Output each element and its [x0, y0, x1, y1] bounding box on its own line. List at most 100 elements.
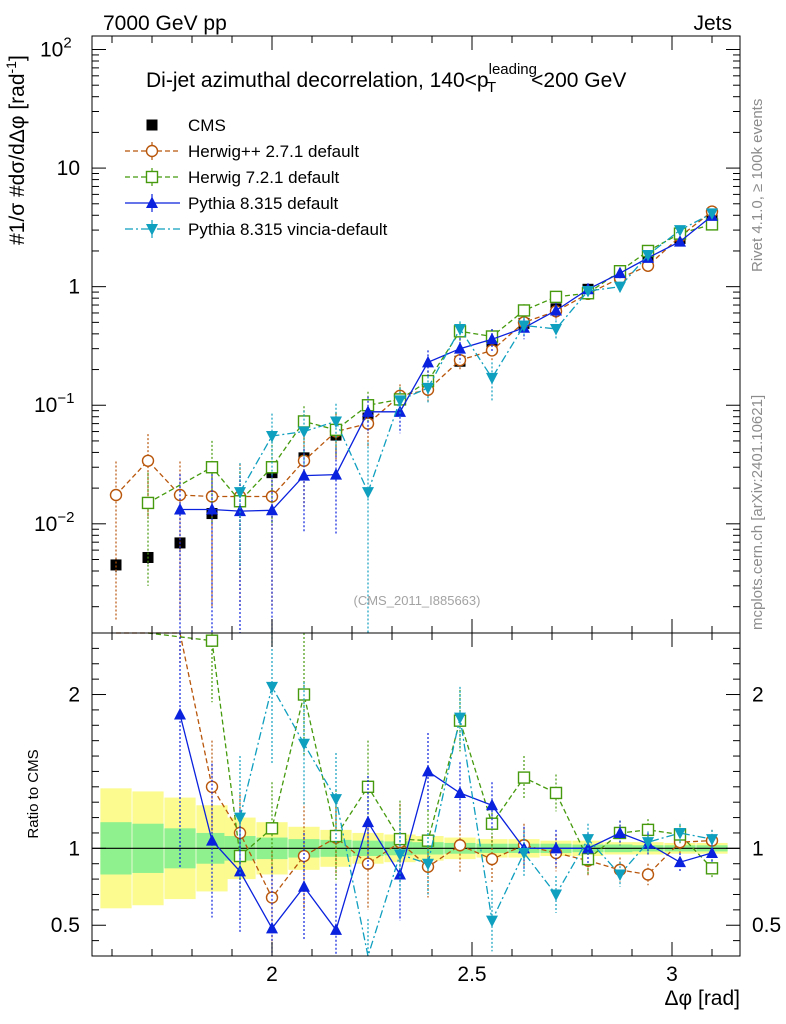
data-point: [614, 266, 626, 279]
lower-series-layer: [116, 632, 719, 959]
rivet-version-label: Rivet 4.1.0, ≥ 100k events: [749, 99, 766, 272]
x-tick-label: 2: [266, 963, 278, 986]
y-tick-label: 10−1: [34, 390, 74, 417]
data-point: [298, 426, 310, 439]
data-point: [110, 559, 122, 571]
ratio-y-tick-label-right: 0.5: [752, 914, 781, 937]
ratio-y-tick-label: 1: [68, 837, 80, 860]
ratio-point: [705, 862, 719, 875]
header-left: 7000 GeV pp: [103, 12, 227, 35]
legend-marker: [146, 196, 158, 208]
ratio-point: [206, 834, 218, 846]
ratio-point: [517, 771, 531, 784]
data-point: [453, 353, 467, 367]
y-tick-label: 1: [68, 276, 80, 299]
data-point: [205, 490, 219, 503]
data-point: [486, 332, 498, 345]
ratio-point: [485, 852, 499, 866]
ratio-point: [674, 855, 686, 868]
data-point: [674, 225, 686, 237]
data-point: [330, 416, 342, 428]
ratio-point: [454, 786, 466, 798]
ratio-point: [422, 858, 434, 871]
data-point: [486, 372, 498, 385]
y-tick-label: 10: [57, 157, 80, 180]
ratio-y-tick-label-right: 2: [752, 684, 764, 707]
legend-marker: [146, 224, 158, 236]
header-right: Jets: [693, 12, 732, 35]
ratio-point: [550, 841, 562, 854]
legend-label: CMS: [188, 116, 226, 135]
data-point: [266, 503, 278, 516]
lower-axis-ticks: 2 2.5 3 0.5 0.5 1 1 2 2: [51, 632, 781, 986]
data-point: [109, 488, 123, 502]
ratio-point: [674, 827, 686, 840]
mcplots-label: mcplots.cern.ch [arXiv:2401.10621]: [749, 395, 766, 630]
y-axis-label-upper: #1/σ #dσ/dΔφ [rad-1]: [3, 55, 29, 245]
data-point: [518, 320, 530, 333]
data-point: [362, 487, 374, 499]
legend-label: Pythia 8.315 default: [188, 194, 339, 213]
data-point: [642, 249, 654, 262]
chart-title-subscript: T: [487, 79, 496, 96]
data-point: [614, 281, 626, 294]
ratio-point: [297, 849, 311, 863]
data-point: [174, 503, 186, 515]
legend-entry: Pythia 8.315 vincia-default: [125, 220, 388, 239]
data-point: [234, 504, 246, 517]
legend: CMS Herwig++ 2.7.1 default Herwig 7.2.1 de…: [125, 116, 388, 239]
ratio-point: [393, 832, 407, 846]
lower-frame: [91, 632, 741, 957]
y-tick-exponent: −2: [57, 509, 74, 526]
series-line: [239, 212, 713, 494]
data-point: [706, 208, 718, 220]
ratio-point: [265, 822, 279, 835]
ratio-y-tick-label: 0.5: [51, 914, 80, 937]
ratio-point: [641, 868, 655, 881]
ratio-y-tick-label: 2: [68, 684, 80, 707]
ratio-point: [361, 857, 375, 870]
data-point: [297, 415, 311, 428]
ratio-point: [266, 681, 278, 694]
ratio-point: [265, 891, 279, 904]
data-point: [266, 431, 278, 443]
series-pythia-8-315-default: [174, 209, 718, 633]
data-point: [234, 487, 246, 499]
ratio-point: [486, 915, 498, 928]
y-axis-label-text: #1/σ #dσ/dΔφ [rad-1]: [3, 55, 29, 245]
ratio-point: [298, 880, 310, 892]
y-label-one: 1: [6, 222, 29, 234]
legend-marker: [145, 170, 159, 184]
data-point: [549, 290, 563, 304]
data-point: [517, 304, 531, 317]
legend-label: Pythia 8.315 vincia-default: [188, 220, 388, 239]
y-tick-label: 10−2: [34, 509, 74, 536]
data-point: [394, 405, 406, 417]
ratio-point: [518, 847, 530, 860]
legend-entry: CMS: [146, 116, 226, 135]
ratio-point: [361, 780, 375, 794]
y-axis-label-lower: Ratio to CMS: [25, 749, 42, 838]
data-point: [454, 323, 466, 336]
data-point: [550, 323, 562, 336]
data-point: [362, 405, 374, 417]
data-point: [454, 342, 466, 354]
ratio-point: [549, 786, 563, 800]
chart-title-suffix: <200 GeV: [531, 69, 626, 92]
ratio-point: [614, 826, 626, 838]
chart-title: Di-jet azimuthal decorrelation, 140<plea…: [146, 61, 626, 96]
ratio-point: [453, 839, 467, 852]
ratio-point: [205, 780, 219, 794]
ratio-line: [239, 685, 713, 959]
data-point: [330, 468, 342, 480]
series-line: [180, 215, 713, 512]
ratio-point: [234, 864, 246, 877]
ratio-point: [706, 834, 718, 846]
ratio-point: [642, 837, 654, 849]
chart-title-prefix: Di-jet azimuthal decorrelation, 140<p: [146, 69, 489, 92]
ratio-point: [329, 829, 343, 843]
data-point: [298, 469, 310, 481]
ratio-point: [614, 869, 626, 881]
ratio-point: [298, 738, 310, 751]
